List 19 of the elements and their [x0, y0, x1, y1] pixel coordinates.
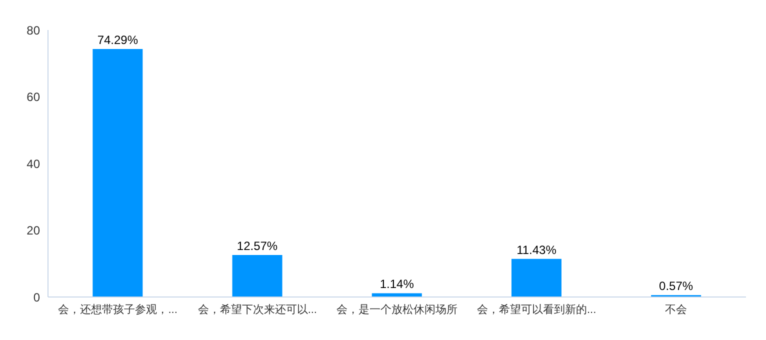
bar	[232, 255, 282, 297]
data-label: 74.29%	[97, 33, 138, 48]
x-tick-label: 会，是一个放松休闲场所	[336, 302, 458, 316]
y-tick-label: 80	[26, 23, 40, 38]
data-label: 1.14%	[380, 277, 414, 292]
y-tick-label: 60	[26, 90, 40, 104]
data-label: 11.43%	[516, 242, 557, 257]
data-label: 12.57%	[236, 239, 278, 254]
bar	[92, 49, 143, 297]
bar	[372, 293, 422, 297]
y-tick-label: 40	[26, 156, 40, 171]
y-tick-label: 20	[26, 224, 40, 238]
data-label: 0.57%	[659, 279, 694, 294]
y-tick-label: 0	[33, 290, 40, 304]
x-tick-label: 会，希望下次来还可以...	[198, 302, 317, 316]
x-tick-label: 会，希望可以看到新的...	[477, 302, 596, 316]
bar	[511, 258, 562, 297]
x-tick-label: 会，还想带孩子参观，...	[58, 302, 178, 316]
x-tick-label: 不会	[665, 304, 688, 316]
